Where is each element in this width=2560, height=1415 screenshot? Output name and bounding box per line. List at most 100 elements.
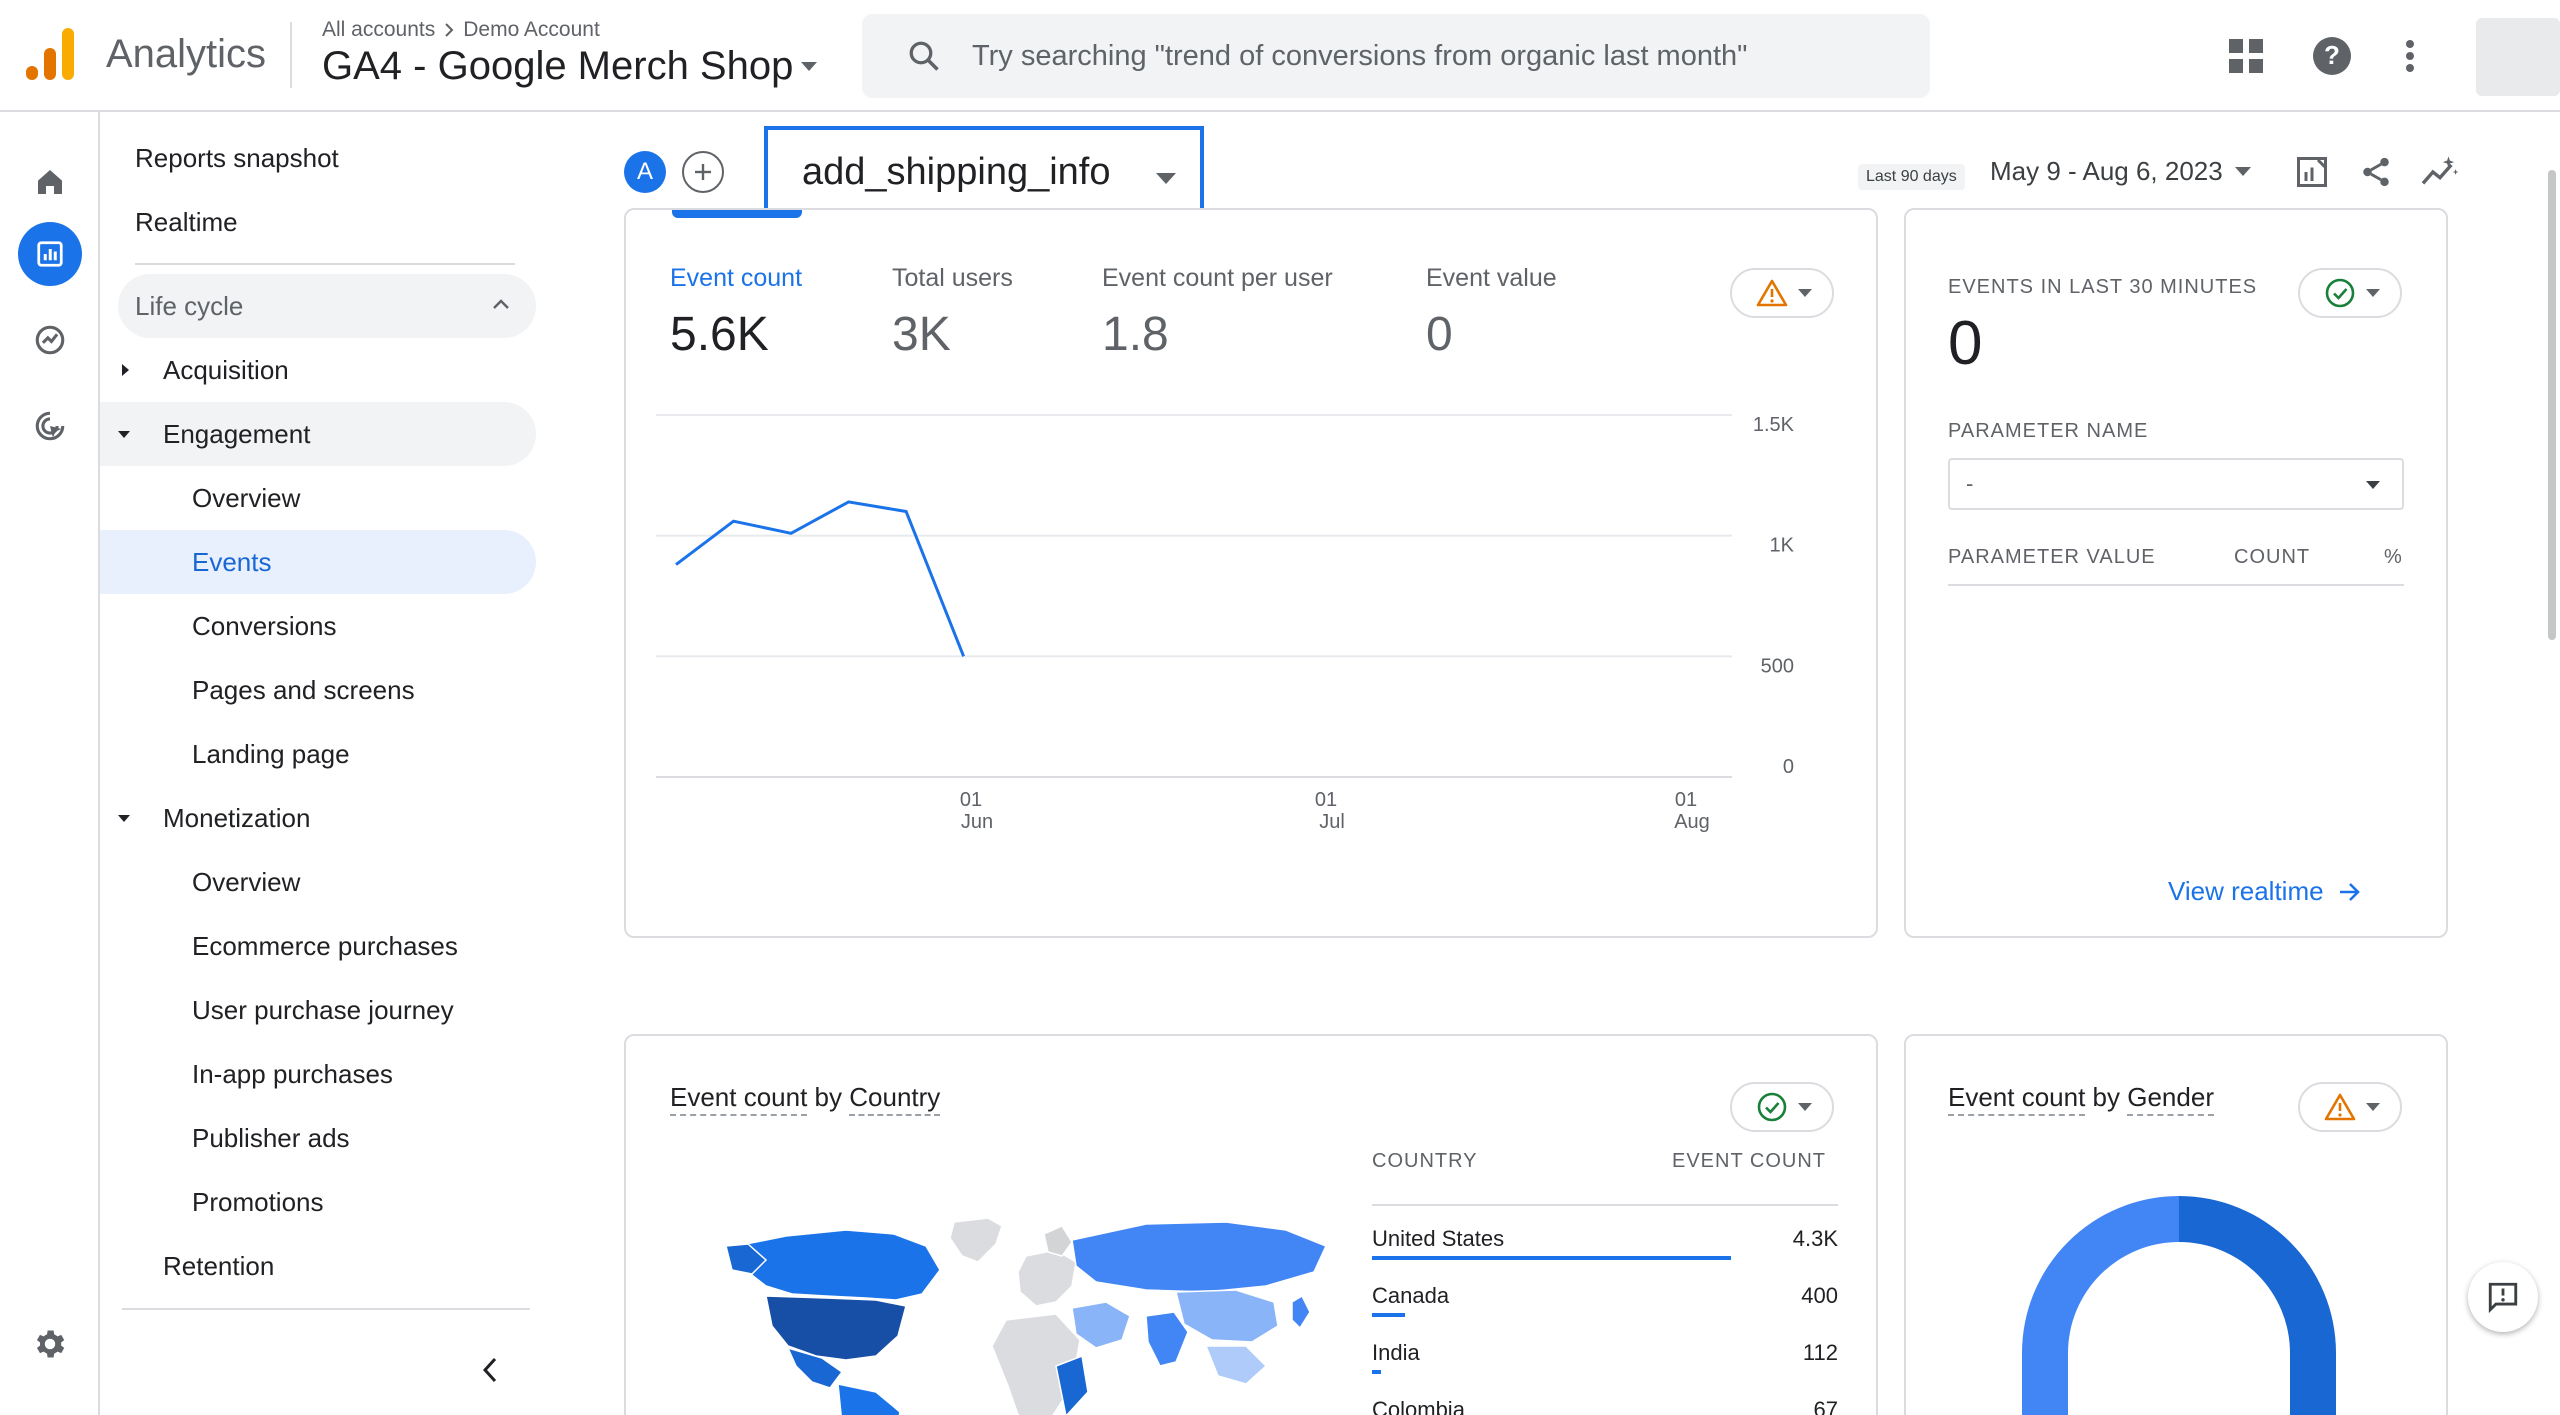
date-range-picker[interactable]: May 9 - Aug 6, 2023 [1990, 156, 2251, 187]
nav-realtime[interactable]: Realtime [135, 206, 238, 237]
search-input[interactable] [972, 39, 1872, 73]
customize-report-icon[interactable] [2290, 150, 2334, 194]
col-country: COUNTRY [1372, 1150, 1478, 1172]
world-map [726, 1217, 1328, 1415]
metric-label: Total users [892, 264, 1013, 292]
table-row[interactable]: Canada 400 [1372, 1273, 1838, 1329]
apps-grid-icon[interactable] [2220, 30, 2272, 82]
metric-event-count-per-user[interactable]: Event count per user 1.8 [1102, 264, 1333, 362]
nav-ecommerce-purchases[interactable]: Ecommerce purchases [192, 930, 458, 961]
advertising-icon[interactable] [18, 394, 82, 458]
gender-card-title[interactable]: Event count by Gender [1948, 1082, 2214, 1116]
nav-landing-page[interactable]: Landing page [192, 738, 350, 769]
map-region-russia [1071, 1221, 1328, 1293]
x-tick-month: Aug [1674, 811, 1710, 833]
metric-value: 0 [1426, 308, 1453, 361]
y-tick-label: 1.5K [1753, 414, 1795, 436]
insights-icon[interactable] [2418, 150, 2462, 194]
metric-event-value[interactable]: Event value 0 [1426, 264, 1557, 362]
metric-event-count[interactable]: Event count 5.6K [670, 264, 802, 362]
nav-monetization-overview[interactable]: Overview [192, 866, 301, 897]
metric-value: 3K [892, 308, 951, 361]
breadcrumb-all-accounts[interactable]: All accounts [322, 18, 436, 41]
page-scrollbar[interactable] [2548, 170, 2556, 640]
nav-user-purchase-journey[interactable]: User purchase journey [192, 994, 454, 1025]
realtime-status-button[interactable] [2298, 268, 2402, 318]
expand-right-icon [122, 364, 129, 376]
help-icon[interactable]: ? [2306, 30, 2358, 82]
map-region-mexico [786, 1346, 844, 1389]
expand-down-icon [118, 431, 130, 438]
metric-total-users[interactable]: Total users 3K [892, 264, 1013, 362]
nav-reports-snapshot[interactable]: Reports snapshot [135, 142, 339, 173]
admin-gear-icon[interactable] [18, 1312, 82, 1376]
active-tab-indicator [672, 210, 802, 218]
parameter-name-select[interactable]: - [1948, 458, 2404, 510]
expand-down-icon [118, 815, 130, 822]
nav-events[interactable]: Events [100, 530, 536, 594]
col-count: COUNT [2234, 546, 2311, 568]
map-region-japan [1291, 1294, 1311, 1330]
check-circle-icon [2325, 278, 2355, 308]
search-bar[interactable] [862, 14, 1930, 98]
x-tick-day: 01 [1675, 789, 1697, 811]
property-selector[interactable]: GA4 - Google Merch Shop [322, 44, 818, 89]
caret-down-icon [1798, 1103, 1812, 1111]
share-icon[interactable] [2354, 150, 2398, 194]
analytics-logo-icon[interactable] [26, 28, 76, 82]
col-parameter-value: PARAMETER VALUE [1948, 546, 2156, 568]
explore-icon[interactable] [18, 308, 82, 372]
event-name: add_shipping_info [802, 150, 1111, 193]
nav-monetization[interactable]: Monetization [100, 786, 536, 850]
table-row[interactable]: United States 4.3K [1372, 1216, 1838, 1272]
country-card-title[interactable]: Event count by Country [670, 1082, 941, 1116]
nav-section-lifecycle[interactable]: Life cycle [118, 274, 536, 338]
add-comparison-plus-icon[interactable] [682, 151, 724, 193]
country-status-button[interactable] [1730, 1082, 1834, 1132]
data-quality-button[interactable] [1730, 268, 1834, 318]
map-region-middle-east [1071, 1301, 1131, 1349]
nav-publisher-ads[interactable]: Publisher ads [192, 1122, 350, 1153]
view-realtime-link[interactable]: View realtime [2168, 876, 2362, 907]
search-icon [909, 41, 939, 71]
collapse-sidebar-chevron-icon[interactable] [472, 1352, 508, 1388]
account-avatar[interactable] [2476, 18, 2560, 96]
more-vert-icon[interactable] [2384, 30, 2436, 82]
nav-engagement-overview[interactable]: Overview [192, 482, 301, 513]
reports-icon[interactable] [18, 222, 82, 286]
table-row[interactable]: India 112 [1372, 1330, 1838, 1386]
event-count-card: Event count 5.6K Total users 3K Event co… [624, 208, 1878, 938]
nav-in-app-purchases[interactable]: In-app purchases [192, 1058, 393, 1089]
home-icon[interactable] [18, 150, 82, 214]
app-name: Analytics [106, 32, 267, 76]
caret-down-icon [1156, 173, 1176, 184]
x-tick-month: Jul [1319, 811, 1345, 833]
check-circle-icon [1757, 1092, 1787, 1122]
nav-conversions[interactable]: Conversions [192, 610, 337, 641]
country-name: United States [1372, 1226, 1505, 1251]
title-metric: Event count [1948, 1082, 2086, 1116]
nav-engagement[interactable]: Engagement [100, 402, 536, 466]
feedback-button[interactable] [2468, 1262, 2538, 1332]
sidebar-divider [135, 263, 515, 265]
comparison-segment-badge[interactable]: A [624, 151, 666, 193]
top-header: Analytics All accounts Demo Account GA4 … [0, 0, 2560, 112]
realtime-title: EVENTS IN LAST 30 MINUTES [1948, 276, 2258, 298]
parameter-name-label: PARAMETER NAME [1948, 420, 2149, 442]
event-name-selector[interactable]: add_shipping_info [764, 126, 1204, 218]
feedback-icon [2488, 1282, 2518, 1314]
country-name: Canada [1372, 1283, 1450, 1308]
nav-pages-and-screens[interactable]: Pages and screens [192, 674, 415, 705]
nav-retention[interactable]: Retention [163, 1250, 275, 1281]
metric-label: Event count per user [1102, 264, 1333, 292]
breadcrumb-account[interactable]: Demo Account [463, 18, 600, 41]
breadcrumb[interactable]: All accounts Demo Account [322, 18, 600, 42]
nav-acquisition[interactable]: Acquisition [100, 338, 536, 402]
date-range-label: May 9 - Aug 6, 2023 [1990, 156, 2223, 186]
date-range-hint: Last 90 days [1858, 164, 1965, 190]
gender-data-quality-button[interactable] [2298, 1082, 2402, 1132]
nav-promotions[interactable]: Promotions [192, 1186, 324, 1217]
table-row[interactable]: Colombia 67 [1372, 1387, 1838, 1415]
caret-down-icon [1798, 289, 1812, 297]
